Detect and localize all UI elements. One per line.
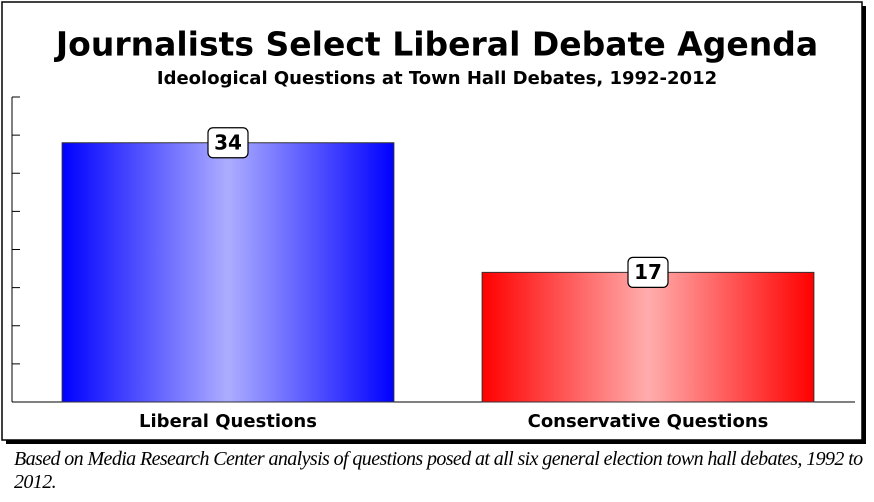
bar [61, 142, 395, 403]
x-tick-label: Liberal Questions [139, 411, 317, 432]
x-tick-label: Conservative Questions [528, 411, 769, 432]
value-label-box [627, 256, 669, 288]
footnote: Based on Media Research Center analysis … [14, 448, 863, 493]
chart: Journalists Select Liberal Debate Agenda… [1, 1, 866, 444]
chart-title: Journalists Select Liberal Debate Agenda [54, 25, 818, 64]
value-label: 34 [214, 130, 242, 154]
value-label: 17 [634, 260, 662, 284]
chart-subtitle: Ideological Questions at Town Hall Debat… [157, 68, 717, 89]
value-label-box [207, 127, 249, 159]
bar [481, 271, 815, 403]
